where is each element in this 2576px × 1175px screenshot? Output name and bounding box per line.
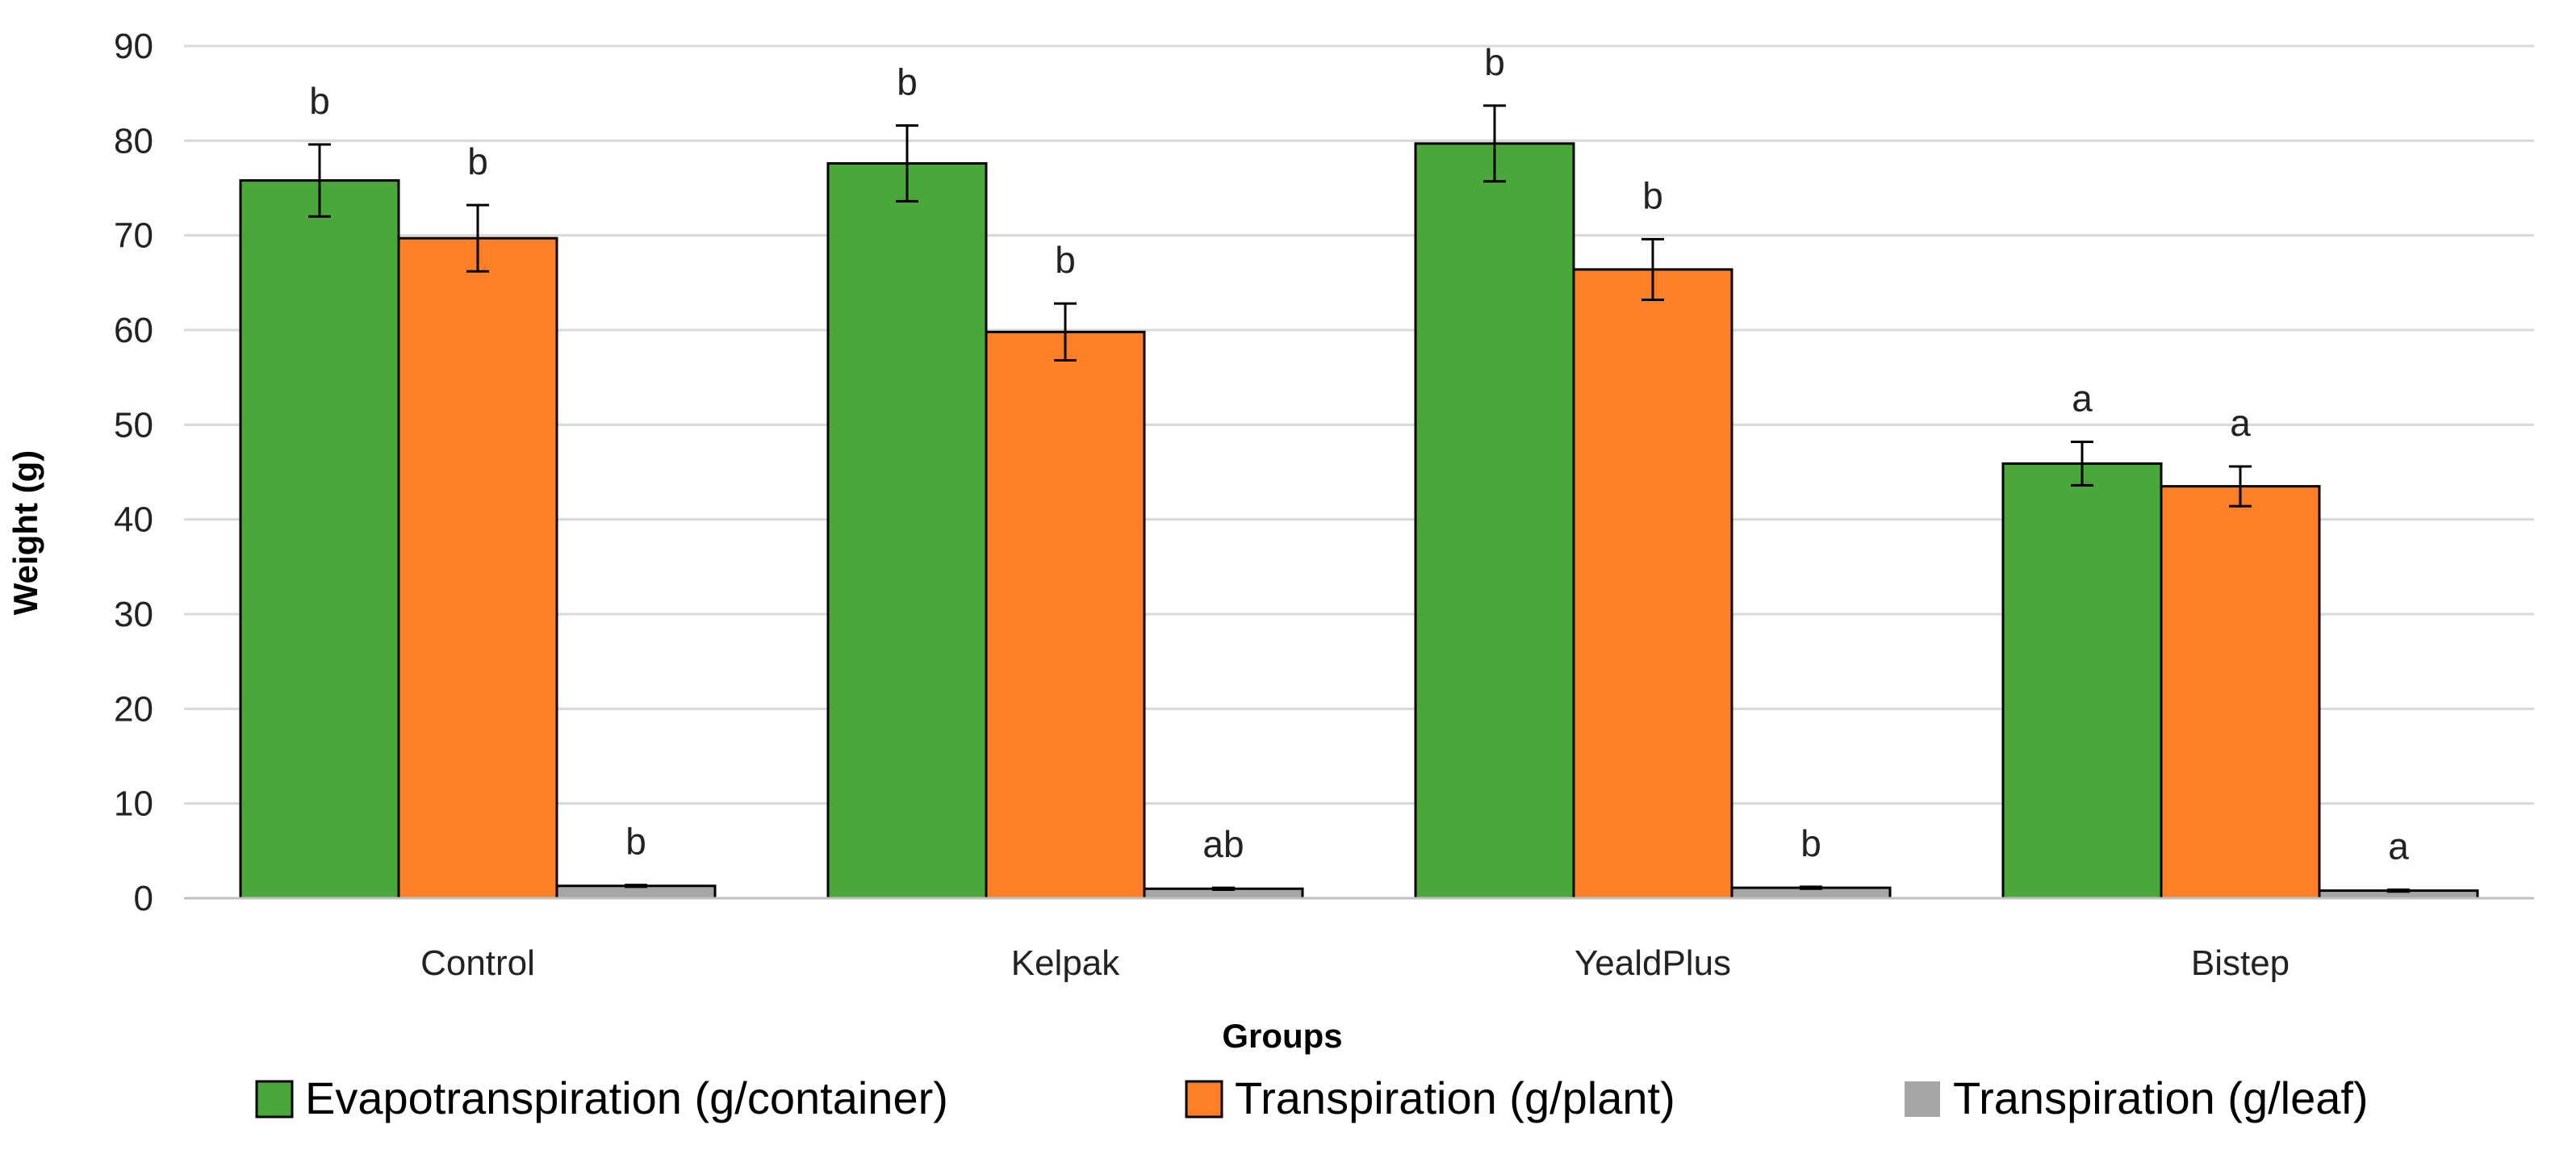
y-tick-label: 80 bbox=[114, 121, 153, 161]
error-bars bbox=[308, 104, 2410, 893]
significance-letter: b bbox=[1800, 822, 1821, 864]
y-tick-label: 10 bbox=[114, 784, 153, 824]
significance-letter: b bbox=[309, 80, 330, 122]
bar bbox=[826, 161, 988, 900]
legend-label: Transpiration (g/plant) bbox=[1235, 1073, 1675, 1123]
y-tick-label: 50 bbox=[114, 405, 153, 445]
significance-letter: a bbox=[2230, 402, 2251, 444]
y-tick-label: 0 bbox=[134, 879, 153, 918]
y-tick-label: 40 bbox=[114, 500, 153, 540]
x-category-label: YealdPlus bbox=[1574, 943, 1731, 983]
x-axis-categories: Control Kelpak YealdPlus Bistep bbox=[420, 943, 2290, 983]
legend-label: Evapotranspiration (g/container) bbox=[305, 1073, 948, 1123]
x-category-label: Kelpak bbox=[1011, 943, 1121, 983]
significance-letter: a bbox=[2072, 377, 2093, 419]
significance-letter: b bbox=[625, 821, 646, 863]
gridlines bbox=[184, 44, 2534, 805]
x-axis-title: Groups bbox=[1222, 1017, 1342, 1055]
bar bbox=[1572, 268, 1733, 900]
significance-letter: b bbox=[1055, 239, 1076, 281]
significance-letter: a bbox=[2388, 825, 2409, 867]
y-tick-label: 70 bbox=[114, 216, 153, 256]
significance-labels: b b b b b ab b b b a a a bbox=[309, 41, 2409, 868]
bar bbox=[985, 330, 1146, 900]
y-axis-ticks: 0 10 20 30 40 50 60 70 80 90 bbox=[114, 27, 153, 918]
bar bbox=[2001, 462, 2163, 900]
legend-label: Transpiration (g/leaf) bbox=[1953, 1073, 2369, 1123]
significance-letter: b bbox=[1642, 174, 1663, 216]
y-tick-label: 90 bbox=[114, 27, 153, 66]
significance-letter: b bbox=[1484, 41, 1505, 83]
bars bbox=[239, 142, 2479, 900]
x-category-label: Control bbox=[420, 943, 535, 983]
bar bbox=[2160, 485, 2321, 900]
y-tick-label: 20 bbox=[114, 689, 153, 729]
legend-swatch bbox=[1185, 1080, 1223, 1119]
legend: Evapotranspiration (g/container) Transpir… bbox=[255, 1073, 2369, 1123]
bar bbox=[397, 236, 558, 900]
significance-letter: b bbox=[467, 140, 488, 182]
bar bbox=[239, 179, 400, 900]
legend-swatch bbox=[1905, 1081, 1940, 1117]
significance-letter: b bbox=[897, 61, 918, 103]
legend-swatch bbox=[255, 1080, 294, 1119]
significance-letter: ab bbox=[1202, 823, 1244, 865]
y-axis-title: Weight (g) bbox=[6, 450, 44, 616]
y-tick-label: 60 bbox=[114, 311, 153, 350]
x-category-label: Bistep bbox=[2191, 943, 2290, 983]
y-tick-label: 30 bbox=[114, 595, 153, 634]
bar bbox=[1414, 142, 1575, 900]
